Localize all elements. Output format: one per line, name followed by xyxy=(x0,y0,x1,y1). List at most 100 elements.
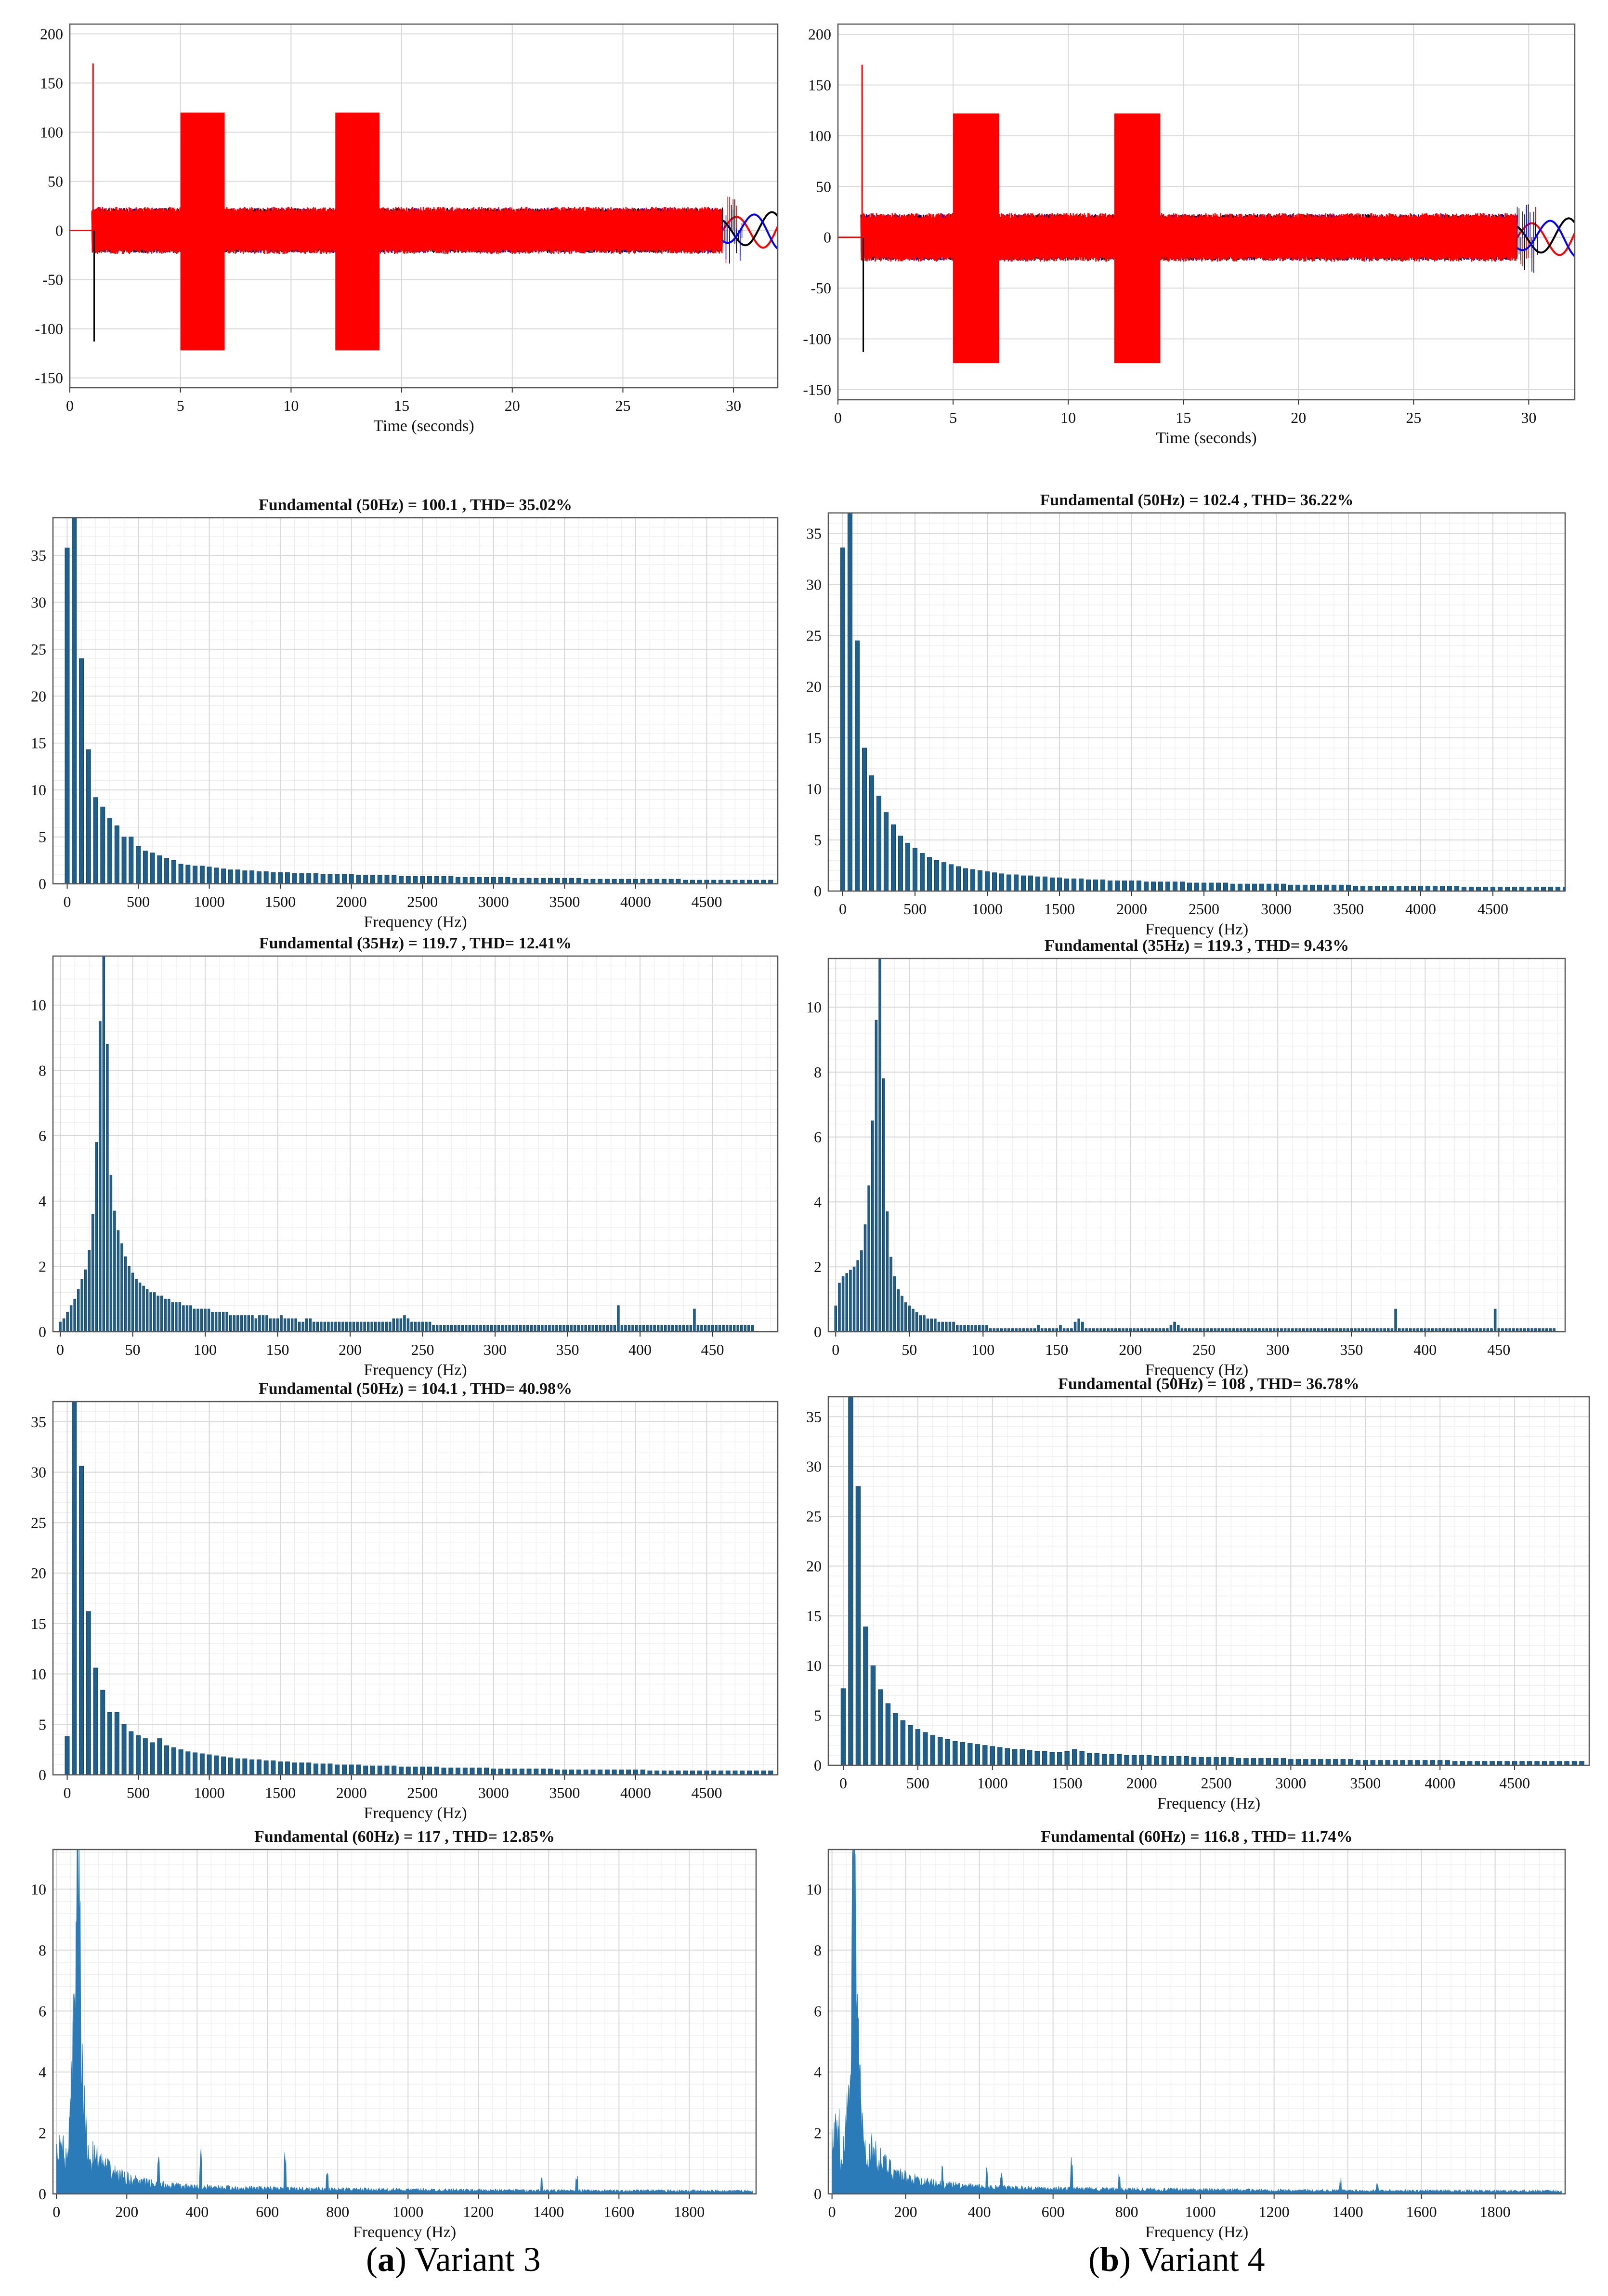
bar xyxy=(598,879,603,884)
y-tick-label: -150 xyxy=(803,381,831,398)
bar xyxy=(1140,1328,1143,1332)
bar xyxy=(610,1325,613,1332)
x-tick-label: 0 xyxy=(66,397,74,414)
bar xyxy=(941,862,947,891)
bar xyxy=(1355,1760,1361,1765)
bar xyxy=(1324,1328,1327,1332)
bar xyxy=(919,1315,922,1332)
bar xyxy=(1072,1749,1077,1765)
bar xyxy=(129,1731,134,1775)
bar xyxy=(1387,1328,1390,1332)
bar xyxy=(301,1322,304,1332)
bar xyxy=(1088,1328,1091,1332)
bar xyxy=(153,1292,156,1332)
bar xyxy=(249,1759,255,1775)
bar xyxy=(671,1325,674,1332)
x-tick-label: 4000 xyxy=(620,1784,651,1801)
bar xyxy=(1280,1328,1283,1332)
bar xyxy=(1385,1760,1390,1765)
bar xyxy=(352,1322,355,1332)
x-axis-label: Frequency (Hz) xyxy=(364,1361,467,1379)
bar xyxy=(1302,884,1308,891)
bar xyxy=(598,1770,603,1775)
bar xyxy=(647,1771,653,1775)
bar xyxy=(1325,1759,1331,1765)
bar xyxy=(477,877,482,884)
bar xyxy=(869,775,875,891)
bar xyxy=(72,1402,77,1775)
bar xyxy=(1114,880,1120,891)
chart-b-fft-2: 0 50 100 150 200 250 300 350 400 450 0 2 4 6 8 10 Fundam… xyxy=(806,937,1566,1379)
chart-title: Fundamental (35Hz) = 119.7 , THD= 12.41% xyxy=(259,934,572,952)
bar xyxy=(646,1325,649,1332)
x-tick-label: 200 xyxy=(115,2203,138,2220)
bar xyxy=(1154,1756,1159,1765)
bar xyxy=(1490,1328,1493,1332)
bar xyxy=(1094,1753,1099,1765)
x-tick-label: 1800 xyxy=(674,2203,705,2220)
bar xyxy=(131,1273,134,1332)
bar xyxy=(1129,880,1135,891)
y-tick-label: -100 xyxy=(803,330,831,348)
bar xyxy=(511,1325,515,1332)
bar xyxy=(263,871,269,884)
bar xyxy=(1273,883,1279,891)
bar xyxy=(871,1120,874,1332)
bar xyxy=(199,866,205,884)
bar xyxy=(439,1325,442,1332)
bar xyxy=(1125,1328,1128,1332)
plot-frame xyxy=(827,1849,1566,2195)
x-tick-label: 1000 xyxy=(1185,2203,1216,2220)
x-tick-label: 4500 xyxy=(691,893,722,910)
bar xyxy=(1258,1758,1264,1765)
x-tick-label: 400 xyxy=(185,2203,209,2220)
bar xyxy=(222,1312,225,1332)
bar xyxy=(1405,1328,1408,1332)
bar xyxy=(425,1322,428,1332)
x-tick-label: 600 xyxy=(1042,2203,1065,2220)
bar xyxy=(1318,1759,1323,1765)
x-tick-label: 450 xyxy=(1487,1341,1510,1358)
bar xyxy=(647,879,653,884)
plot-frame xyxy=(827,958,1566,1333)
bar xyxy=(990,1746,995,1765)
bar xyxy=(450,1325,453,1332)
bar xyxy=(852,1266,856,1332)
x-tick-label: 0 xyxy=(64,1784,71,1801)
bar xyxy=(1497,1328,1501,1332)
bar xyxy=(1438,1328,1441,1332)
bar xyxy=(889,1257,892,1332)
bar xyxy=(420,1766,425,1775)
chart-a-time: 0 5 10 15 20 25 30 -150 -100 -50 0 50 100 150 200 Time … xyxy=(35,23,779,435)
y-tick-label: 30 xyxy=(806,1458,822,1475)
bar xyxy=(461,1325,464,1332)
bar xyxy=(73,1299,76,1332)
bar xyxy=(292,873,297,884)
bar xyxy=(1237,883,1243,891)
bar xyxy=(967,1743,973,1765)
bar xyxy=(1416,1328,1419,1332)
bar xyxy=(941,1322,944,1332)
bar xyxy=(462,877,468,884)
bar xyxy=(434,1766,439,1775)
y-tick-label: 35 xyxy=(31,547,46,564)
y-tick-label: 20 xyxy=(806,1557,822,1574)
bar xyxy=(278,872,283,884)
bar xyxy=(612,879,617,884)
bar xyxy=(100,1690,105,1775)
x-tick-label: 500 xyxy=(903,900,927,918)
x-tick-label: 1000 xyxy=(194,893,225,910)
bar xyxy=(1131,1755,1137,1765)
bar xyxy=(363,1765,368,1775)
y-tick-label: 8 xyxy=(814,1063,822,1081)
bar xyxy=(1376,1328,1379,1332)
bar xyxy=(604,879,610,884)
bar xyxy=(930,1318,933,1332)
bar xyxy=(421,1322,424,1332)
bar xyxy=(92,1214,94,1332)
bar xyxy=(515,1325,518,1332)
plot-frame xyxy=(69,23,779,389)
bar xyxy=(114,825,119,884)
bar xyxy=(704,1771,709,1775)
bar xyxy=(1133,1328,1136,1332)
